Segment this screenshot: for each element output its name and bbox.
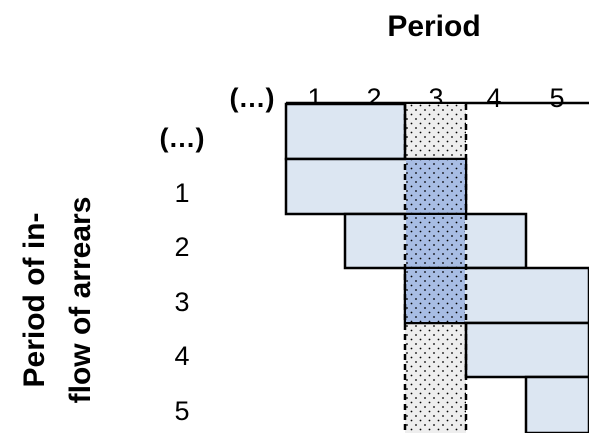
y-axis-title-line2: flow of arrears xyxy=(64,197,97,404)
column-label-ellipsis: (…) xyxy=(230,83,275,113)
row-label-ellipsis: (…) xyxy=(160,123,205,153)
row-label-5: 5 xyxy=(174,396,189,426)
column-label-4: 4 xyxy=(486,83,501,113)
row-label-1: 1 xyxy=(174,178,189,208)
diagram-title: Period xyxy=(387,10,480,43)
bar-row-1-highlight-dots xyxy=(406,160,465,213)
row-label-2: 2 xyxy=(174,232,189,262)
row-label-4: 4 xyxy=(174,341,189,371)
arrear-bars xyxy=(284,102,589,433)
bar-row-2-highlight-dots xyxy=(406,215,465,267)
bar-row-5 xyxy=(524,375,589,433)
bar-row-3-highlight-dots xyxy=(406,269,465,322)
y-axis-title: Period of in- flow of arrears xyxy=(18,197,97,404)
column-label-5: 5 xyxy=(549,83,564,113)
row-labels: (…) 1 2 3 4 5 xyxy=(160,123,205,426)
y-axis-title-line1: Period of in- xyxy=(18,213,51,388)
bar-row-ellipsis xyxy=(284,102,407,161)
row-label-3: 3 xyxy=(174,287,189,317)
bar-row-4 xyxy=(464,321,589,379)
